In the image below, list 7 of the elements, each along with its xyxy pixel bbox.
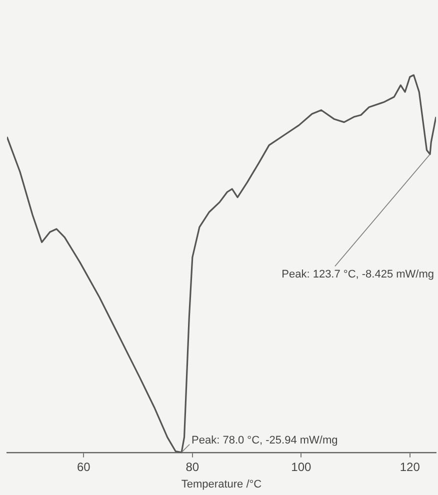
x-tick-label: 120 xyxy=(400,460,420,474)
x-tick-label: 80 xyxy=(186,460,200,474)
x-axis-title: Temperature /°C xyxy=(181,478,262,490)
x-tick-label: 100 xyxy=(291,460,312,474)
annotation: Peak: 78.0 °C, -25.94 mW/mg xyxy=(192,434,338,446)
x-tick-label: 60 xyxy=(76,460,91,474)
annotation: Peak: 123.7 °C, -8.425 mW/mg xyxy=(282,268,434,280)
